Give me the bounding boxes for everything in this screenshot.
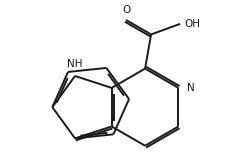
Text: OH: OH bbox=[184, 19, 200, 29]
Text: NH: NH bbox=[67, 59, 83, 69]
Text: N: N bbox=[187, 83, 195, 93]
Text: O: O bbox=[122, 5, 130, 15]
